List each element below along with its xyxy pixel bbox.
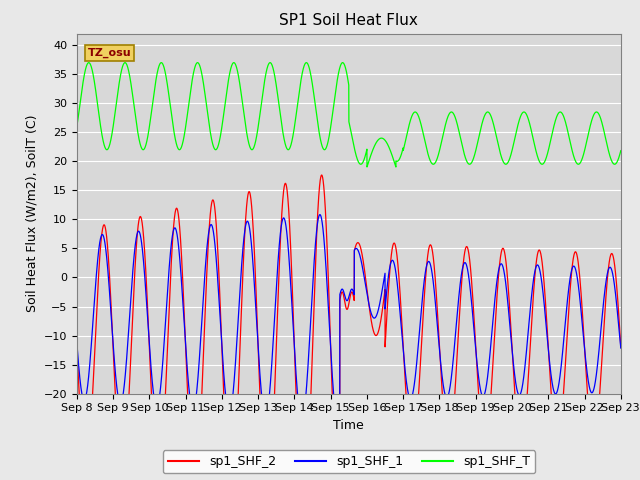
sp1_SHF_2 xyxy=(395,273,403,278)
sp1_SHF_2 xyxy=(318,172,326,178)
sp1_SHF_1 xyxy=(270,329,278,335)
sp1_SHF_T xyxy=(73,124,81,130)
sp1_SHF_1 xyxy=(419,293,426,299)
Line: sp1_SHF_2: sp1_SHF_2 xyxy=(77,175,621,480)
sp1_SHF_1 xyxy=(395,296,403,302)
Legend: sp1_SHF_2, sp1_SHF_1, sp1_SHF_T: sp1_SHF_2, sp1_SHF_1, sp1_SHF_T xyxy=(163,450,535,473)
sp1_SHF_1 xyxy=(334,420,342,426)
X-axis label: Time: Time xyxy=(333,419,364,432)
sp1_SHF_T xyxy=(395,157,403,163)
sp1_SHF_1 xyxy=(73,339,81,345)
sp1_SHF_2 xyxy=(617,344,625,350)
Text: TZ_osu: TZ_osu xyxy=(88,48,131,58)
sp1_SHF_2 xyxy=(73,344,81,350)
Y-axis label: Soil Heat Flux (W/m2), SoilT (C): Soil Heat Flux (W/m2), SoilT (C) xyxy=(25,115,38,312)
sp1_SHF_T xyxy=(617,148,625,154)
sp1_SHF_2 xyxy=(506,300,513,305)
sp1_SHF_T xyxy=(121,60,129,65)
sp1_SHF_2 xyxy=(419,323,426,328)
Line: sp1_SHF_T: sp1_SHF_T xyxy=(77,62,621,167)
sp1_SHF_1 xyxy=(316,212,324,217)
sp1_SHF_2 xyxy=(476,414,484,420)
sp1_SHF_1 xyxy=(100,236,108,241)
sp1_SHF_T xyxy=(392,164,400,170)
sp1_SHF_2 xyxy=(100,222,108,228)
Title: SP1 Soil Heat Flux: SP1 Soil Heat Flux xyxy=(280,13,418,28)
sp1_SHF_T xyxy=(476,128,484,134)
sp1_SHF_T xyxy=(270,69,278,74)
sp1_SHF_1 xyxy=(476,385,484,391)
sp1_SHF_T xyxy=(419,128,426,133)
Line: sp1_SHF_1: sp1_SHF_1 xyxy=(77,215,621,423)
sp1_SHF_T xyxy=(506,157,513,163)
sp1_SHF_2 xyxy=(270,412,278,418)
sp1_SHF_1 xyxy=(617,345,625,351)
sp1_SHF_T xyxy=(100,142,108,148)
sp1_SHF_1 xyxy=(506,315,513,321)
